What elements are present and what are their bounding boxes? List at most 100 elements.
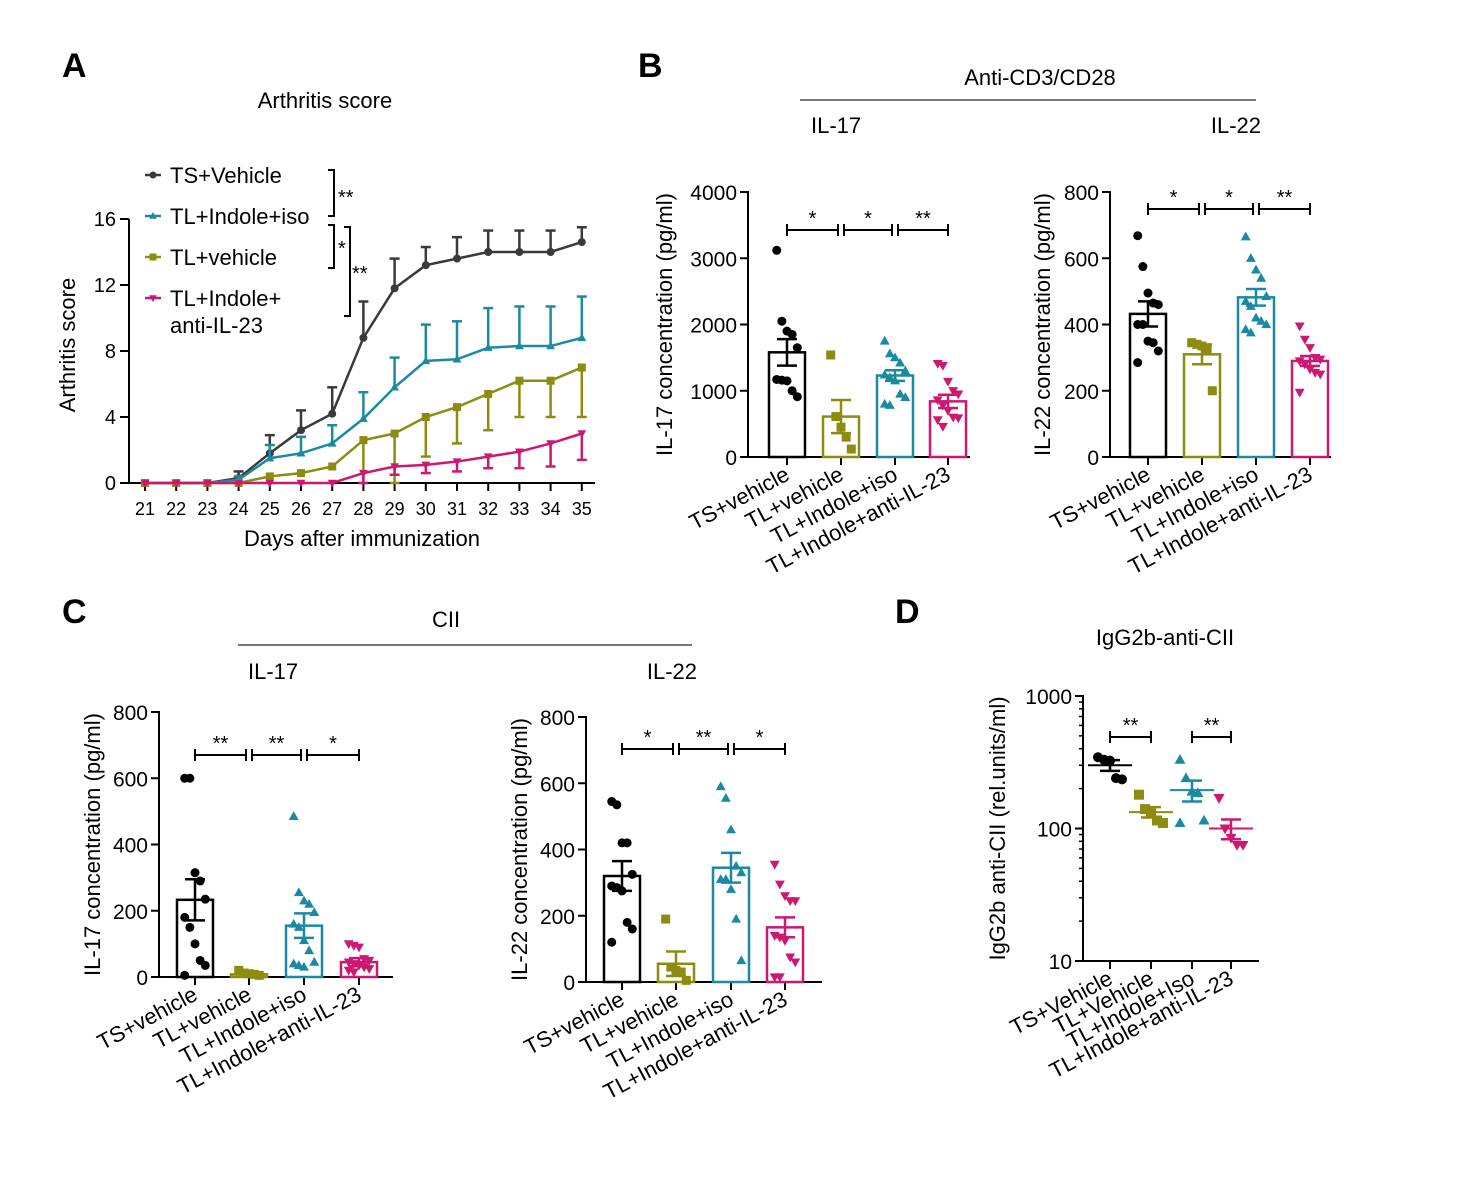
y-tick-label: 800 bbox=[540, 707, 575, 730]
data-point bbox=[359, 436, 368, 445]
data-point bbox=[515, 248, 524, 256]
data-point bbox=[1117, 774, 1127, 785]
significance-bracket: ** bbox=[678, 727, 729, 755]
y-axis-label: IL-22 concentration (pg/ml) bbox=[507, 718, 532, 981]
panel-d-title: IgG2b-anti-CII bbox=[1096, 625, 1234, 650]
legend-label: TS+Vehicle bbox=[170, 163, 282, 188]
data-point bbox=[937, 401, 948, 411]
data-point bbox=[359, 469, 368, 478]
y-tick-label: 200 bbox=[540, 906, 575, 929]
data-point bbox=[515, 376, 524, 385]
significance-bracket: * bbox=[1147, 187, 1200, 215]
data-point bbox=[297, 426, 305, 435]
panel-label-d: D bbox=[895, 593, 920, 631]
significance-brackets: ***** bbox=[328, 169, 368, 317]
data-point bbox=[1261, 291, 1272, 300]
data-point bbox=[932, 416, 943, 426]
data-point bbox=[1305, 365, 1315, 375]
panel-c-il22-title: IL-22 bbox=[647, 659, 697, 684]
data-point bbox=[736, 867, 747, 877]
x-tick-label: 24 bbox=[229, 499, 249, 519]
significance-label: ** bbox=[213, 733, 229, 755]
significance-bracket: ** bbox=[251, 733, 302, 761]
data-point bbox=[622, 917, 632, 927]
data-point bbox=[1133, 358, 1143, 368]
data-point bbox=[627, 924, 637, 934]
significance-label: * bbox=[329, 733, 337, 755]
data-point bbox=[1138, 262, 1148, 272]
x-tick-label: 25 bbox=[260, 499, 280, 519]
x-tick-label: 23 bbox=[197, 499, 217, 519]
panel-b-il17-bar-chart: 0 1000 2000 3000 4000 IL-17 concentration (pg… bbox=[652, 182, 970, 579]
significance-bracket: * bbox=[733, 727, 786, 755]
y-tick-label: 400 bbox=[540, 840, 575, 863]
data-point bbox=[661, 914, 671, 924]
data-point bbox=[1294, 388, 1305, 398]
y-tick-label: 400 bbox=[1064, 315, 1099, 338]
data-point bbox=[1294, 357, 1305, 367]
y-tick-label: 1000 bbox=[1025, 686, 1072, 709]
y-tick-label: 200 bbox=[1064, 381, 1099, 404]
data-point bbox=[1143, 288, 1153, 298]
significance-label: ** bbox=[1204, 715, 1220, 737]
y-tick-label: 1000 bbox=[690, 381, 737, 404]
y-tick-label: 200 bbox=[113, 901, 148, 924]
y-axis-label: IL-17 concentration (pg/ml) bbox=[80, 713, 105, 976]
panel-c-il22-bar-chart: 0 200 400 600 800 IL-22 concentration (pg/ml)… bbox=[507, 707, 822, 1104]
panel-b-il22-title: IL-22 bbox=[1211, 113, 1261, 138]
data-point bbox=[1174, 754, 1186, 764]
y-tick-label: 4 bbox=[105, 407, 116, 429]
data-point bbox=[1245, 327, 1256, 337]
x-tick-label: 32 bbox=[478, 499, 498, 519]
data-point bbox=[1202, 344, 1212, 354]
legend-label: TL+Indole+ bbox=[170, 286, 281, 311]
significance-label: * bbox=[644, 727, 652, 749]
data-point bbox=[900, 392, 911, 401]
data-point bbox=[1251, 312, 1261, 322]
data-point bbox=[884, 348, 895, 358]
data-point bbox=[890, 352, 900, 362]
significance-bracket: ** bbox=[1109, 715, 1152, 743]
y-tick-label: 16 bbox=[94, 209, 116, 231]
data-point bbox=[483, 453, 493, 462]
legend-marker bbox=[149, 211, 157, 219]
significance-bracket: * bbox=[306, 733, 360, 761]
y-tick-label: 0 bbox=[1087, 447, 1099, 470]
data-point bbox=[782, 376, 792, 386]
data-point bbox=[421, 261, 430, 270]
data-point bbox=[195, 876, 205, 886]
data-point bbox=[1256, 272, 1267, 282]
data-point bbox=[1305, 344, 1315, 353]
panel-label-b: B bbox=[638, 47, 663, 85]
y-tick-label: 4000 bbox=[690, 182, 737, 205]
data-point bbox=[200, 894, 210, 904]
legend-entry: TL+Indole+anti-IL-23 bbox=[145, 286, 281, 338]
data-point bbox=[234, 479, 243, 488]
data-point bbox=[884, 400, 895, 409]
data-point bbox=[884, 372, 895, 382]
data-point bbox=[1192, 787, 1204, 798]
data-point bbox=[792, 392, 802, 402]
data-point bbox=[772, 245, 782, 255]
data-point bbox=[879, 369, 890, 379]
data-point bbox=[612, 800, 622, 810]
data-point bbox=[452, 458, 462, 467]
data-point bbox=[299, 961, 309, 971]
y-tick-label: 400 bbox=[113, 835, 148, 858]
panel-c-il17-title: IL-17 bbox=[248, 659, 298, 684]
data-point bbox=[299, 895, 309, 905]
x-tick-label: 31 bbox=[447, 499, 467, 519]
data-point bbox=[354, 943, 364, 953]
data-point bbox=[1315, 370, 1326, 380]
data-point bbox=[1261, 319, 1272, 329]
data-point bbox=[577, 333, 587, 341]
data-point bbox=[234, 965, 244, 975]
y-axis-label: Arthritis score bbox=[55, 278, 80, 412]
data-point bbox=[787, 386, 797, 396]
legend-marker bbox=[149, 295, 157, 303]
y-axis-label: IgG2b anti-CII (rel.units/ml) bbox=[985, 696, 1010, 960]
significance-label: * bbox=[1170, 187, 1178, 209]
significance-label: ** bbox=[1277, 187, 1293, 209]
significance-label: * bbox=[756, 727, 764, 749]
y-tick-label: 800 bbox=[113, 702, 148, 725]
